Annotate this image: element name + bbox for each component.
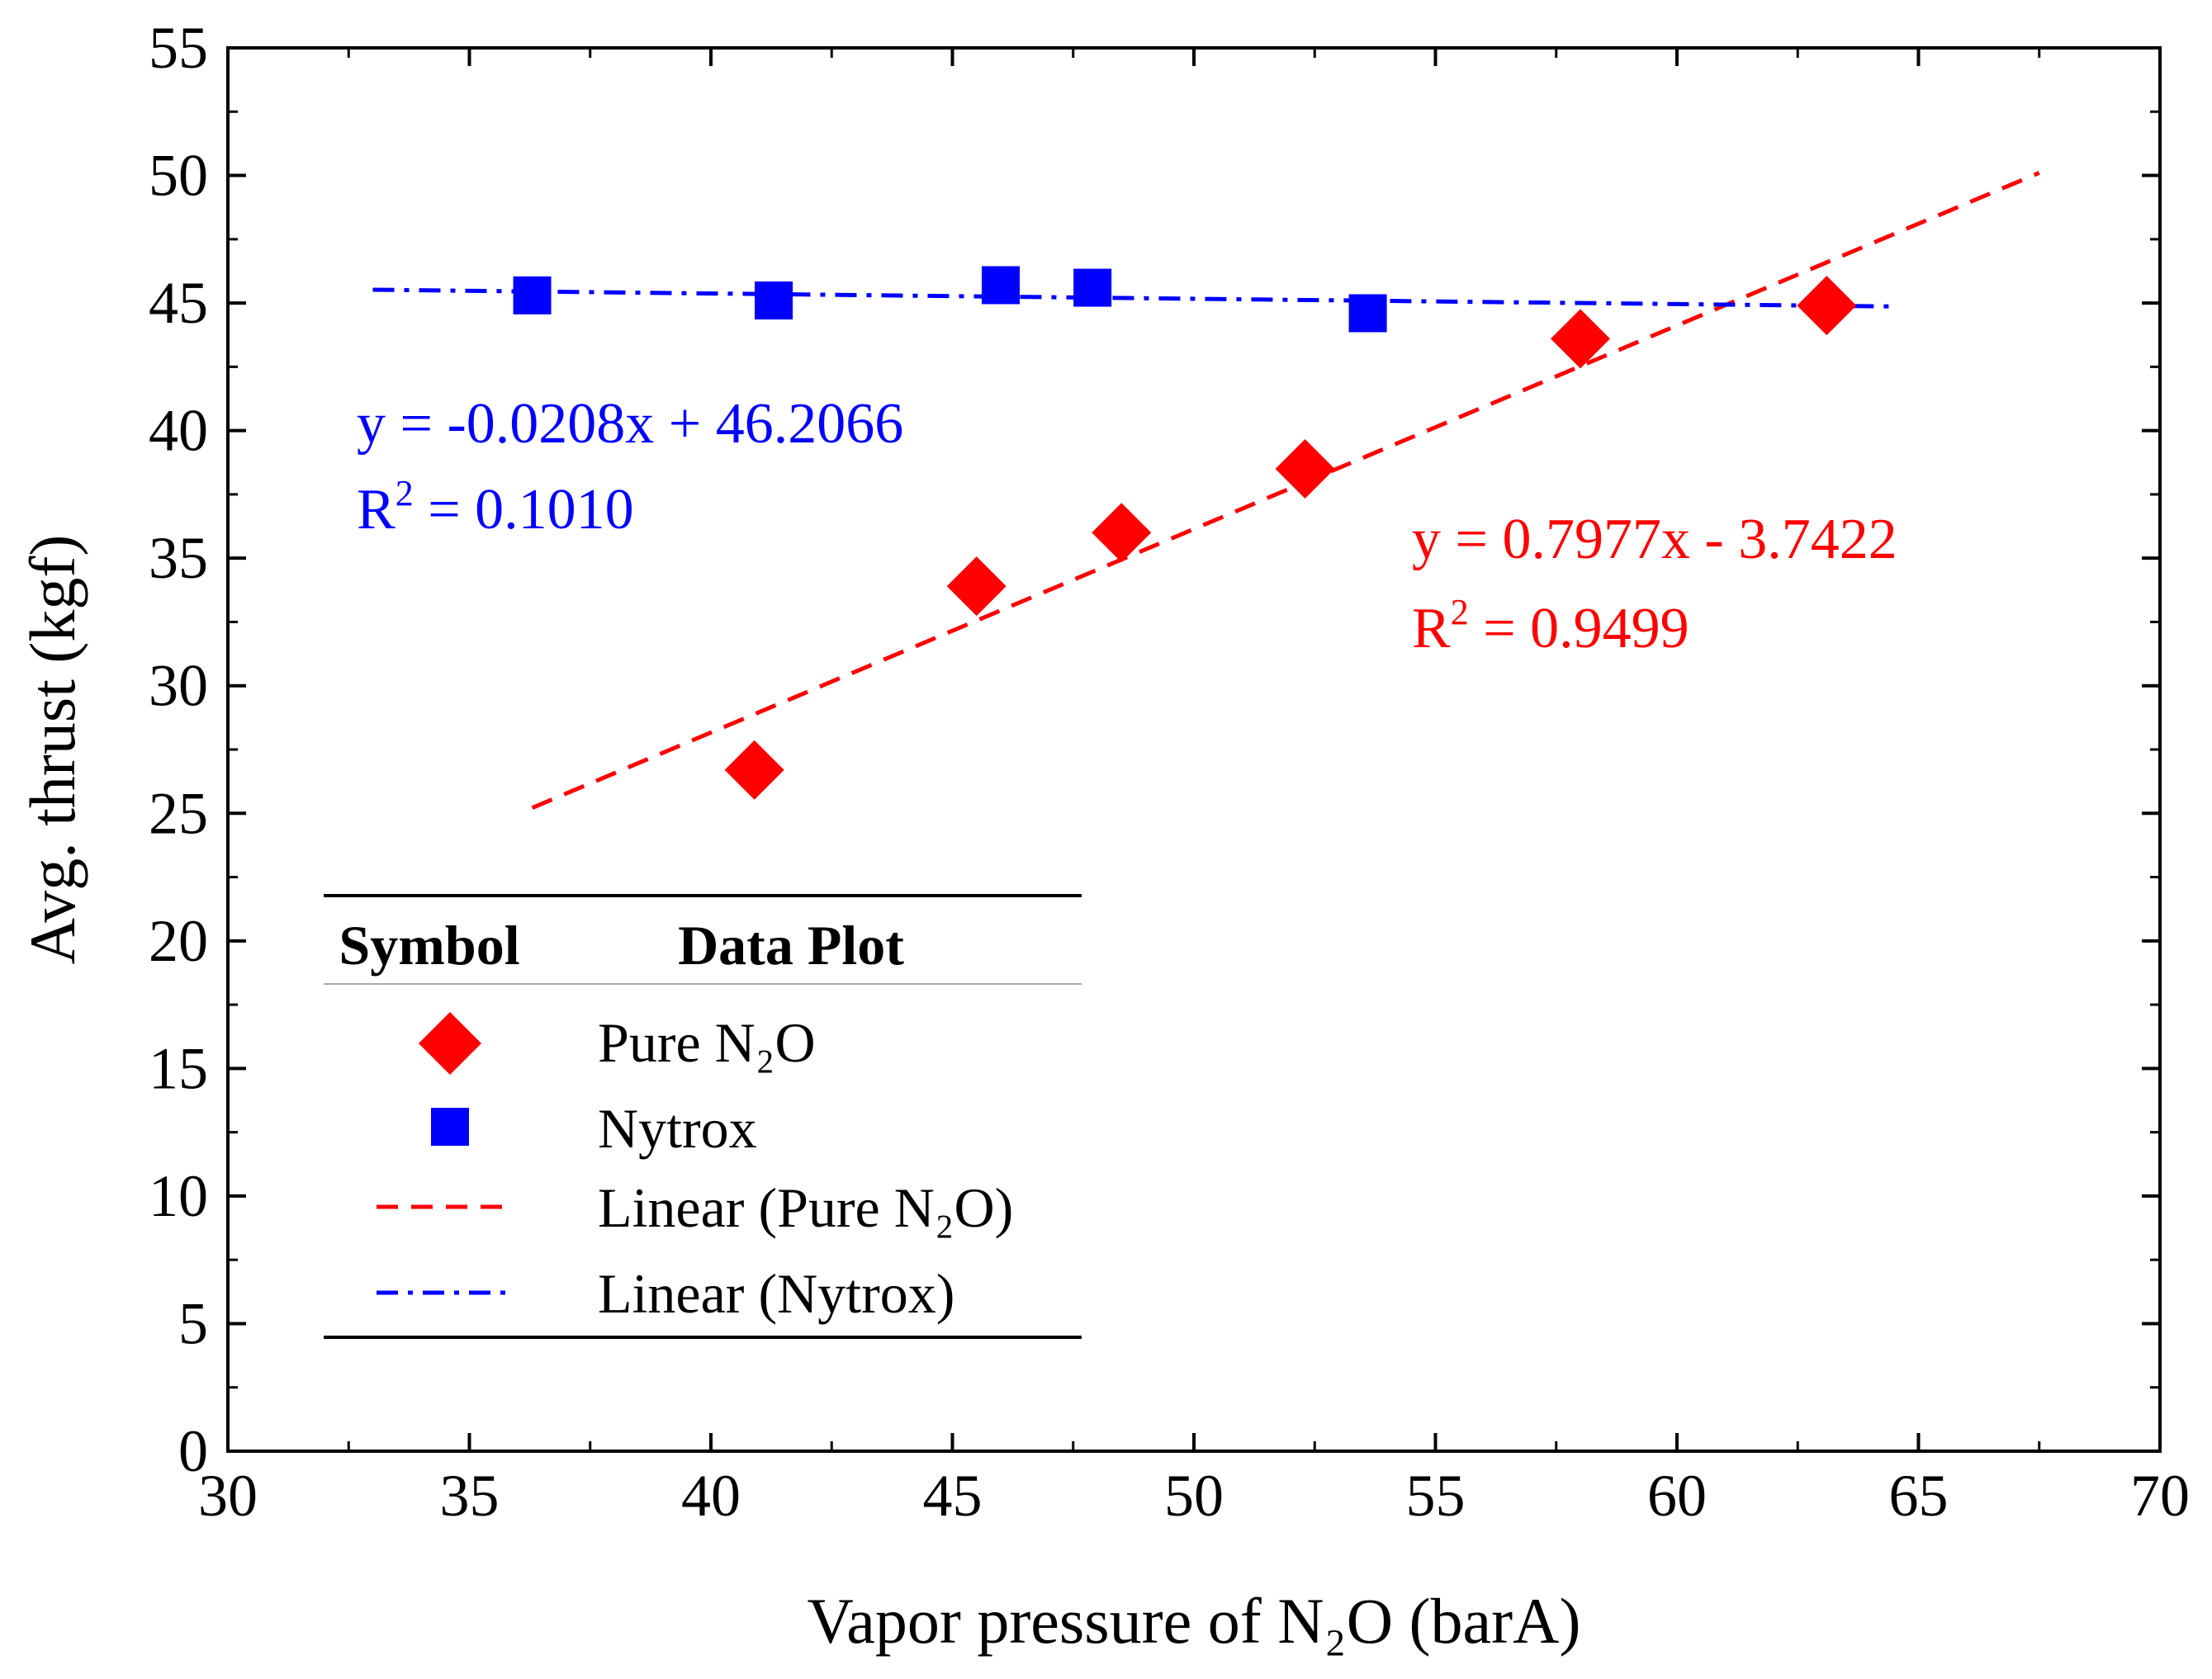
y-tick-label: 5 xyxy=(178,1290,208,1356)
x-tick-label: 50 xyxy=(1164,1463,1224,1529)
x-tick-label: 35 xyxy=(440,1463,500,1529)
data-markers xyxy=(513,266,1857,800)
point-pure-n2o xyxy=(1092,503,1152,563)
legend-entry-nytrox: Nytrox xyxy=(598,1097,757,1160)
point-pure-n2o xyxy=(1275,439,1335,499)
legend-header-symbol: Symbol xyxy=(339,914,519,977)
tick-labels: 30 35 40 45 50 55 60 65 70 0 5 10 15 20 25 30 35 40 45 50 55 xyxy=(149,15,2190,1529)
point-nytrox xyxy=(1073,268,1112,307)
legend-diamond-marker xyxy=(419,1012,481,1075)
point-pure-n2o xyxy=(1551,309,1610,369)
point-nytrox xyxy=(982,266,1020,305)
y-tick-label: 20 xyxy=(149,908,208,974)
legend: Symbol Data Plot Pure N₂O Nytrox Linear … xyxy=(324,894,1082,1339)
pure-equation: y = 0.7977x - 3.7422 xyxy=(1412,508,1897,571)
y-tick-label: 45 xyxy=(149,270,208,336)
x-tick-label: 60 xyxy=(1647,1463,1707,1529)
y-tick-label: 40 xyxy=(149,398,208,464)
point-nytrox xyxy=(755,281,793,319)
point-nytrox xyxy=(513,276,552,315)
y-tick-label: 35 xyxy=(149,525,208,591)
y-tick-label: 55 xyxy=(149,15,208,81)
point-nytrox xyxy=(1348,294,1387,333)
fit-lines xyxy=(372,171,2040,810)
point-pure-n2o xyxy=(946,556,1007,617)
pure-r-squared: R2 = 0.9499 xyxy=(1412,592,1689,660)
x-tick-label: 45 xyxy=(923,1463,983,1529)
y-tick-label: 25 xyxy=(149,780,208,846)
y-tick-label: 10 xyxy=(149,1163,208,1229)
y-tick-label: 30 xyxy=(149,653,208,719)
y-tick-label: 0 xyxy=(178,1418,208,1484)
x-tick-label: 55 xyxy=(1406,1463,1466,1529)
x-axis-title: Vapor pressure of N₂O (barA) xyxy=(808,1585,1581,1657)
y-tick-label: 15 xyxy=(149,1035,208,1101)
legend-entry-pure: Pure N₂O xyxy=(598,1011,816,1074)
point-pure-n2o xyxy=(724,740,784,800)
legend-square-marker xyxy=(431,1108,469,1146)
legend-entry-linear-pure: Linear (Pure N₂O) xyxy=(598,1176,1013,1239)
y-tick-label: 50 xyxy=(149,143,208,209)
axis-ticks xyxy=(226,46,2162,1453)
x-tick-label: 30 xyxy=(198,1463,258,1529)
nytrox-equation: y = -0.0208x + 46.2066 xyxy=(357,392,903,456)
x-tick-label: 65 xyxy=(1889,1463,1949,1529)
y-axis-title: Avg. thrust (kgf) xyxy=(17,535,88,965)
legend-entry-linear-nytrox: Linear (Nytrox) xyxy=(598,1262,954,1325)
point-pure-n2o xyxy=(1797,276,1857,336)
fit-line-pure xyxy=(531,171,2040,810)
x-tick-label: 40 xyxy=(681,1463,741,1529)
fit-line-nytrox xyxy=(372,287,1895,309)
legend-header-plot: Data Plot xyxy=(678,914,904,977)
nytrox-r-squared: R2 = 0.1010 xyxy=(357,473,634,542)
x-tick-label: 70 xyxy=(2130,1463,2190,1529)
plot-frame xyxy=(226,46,2162,1453)
